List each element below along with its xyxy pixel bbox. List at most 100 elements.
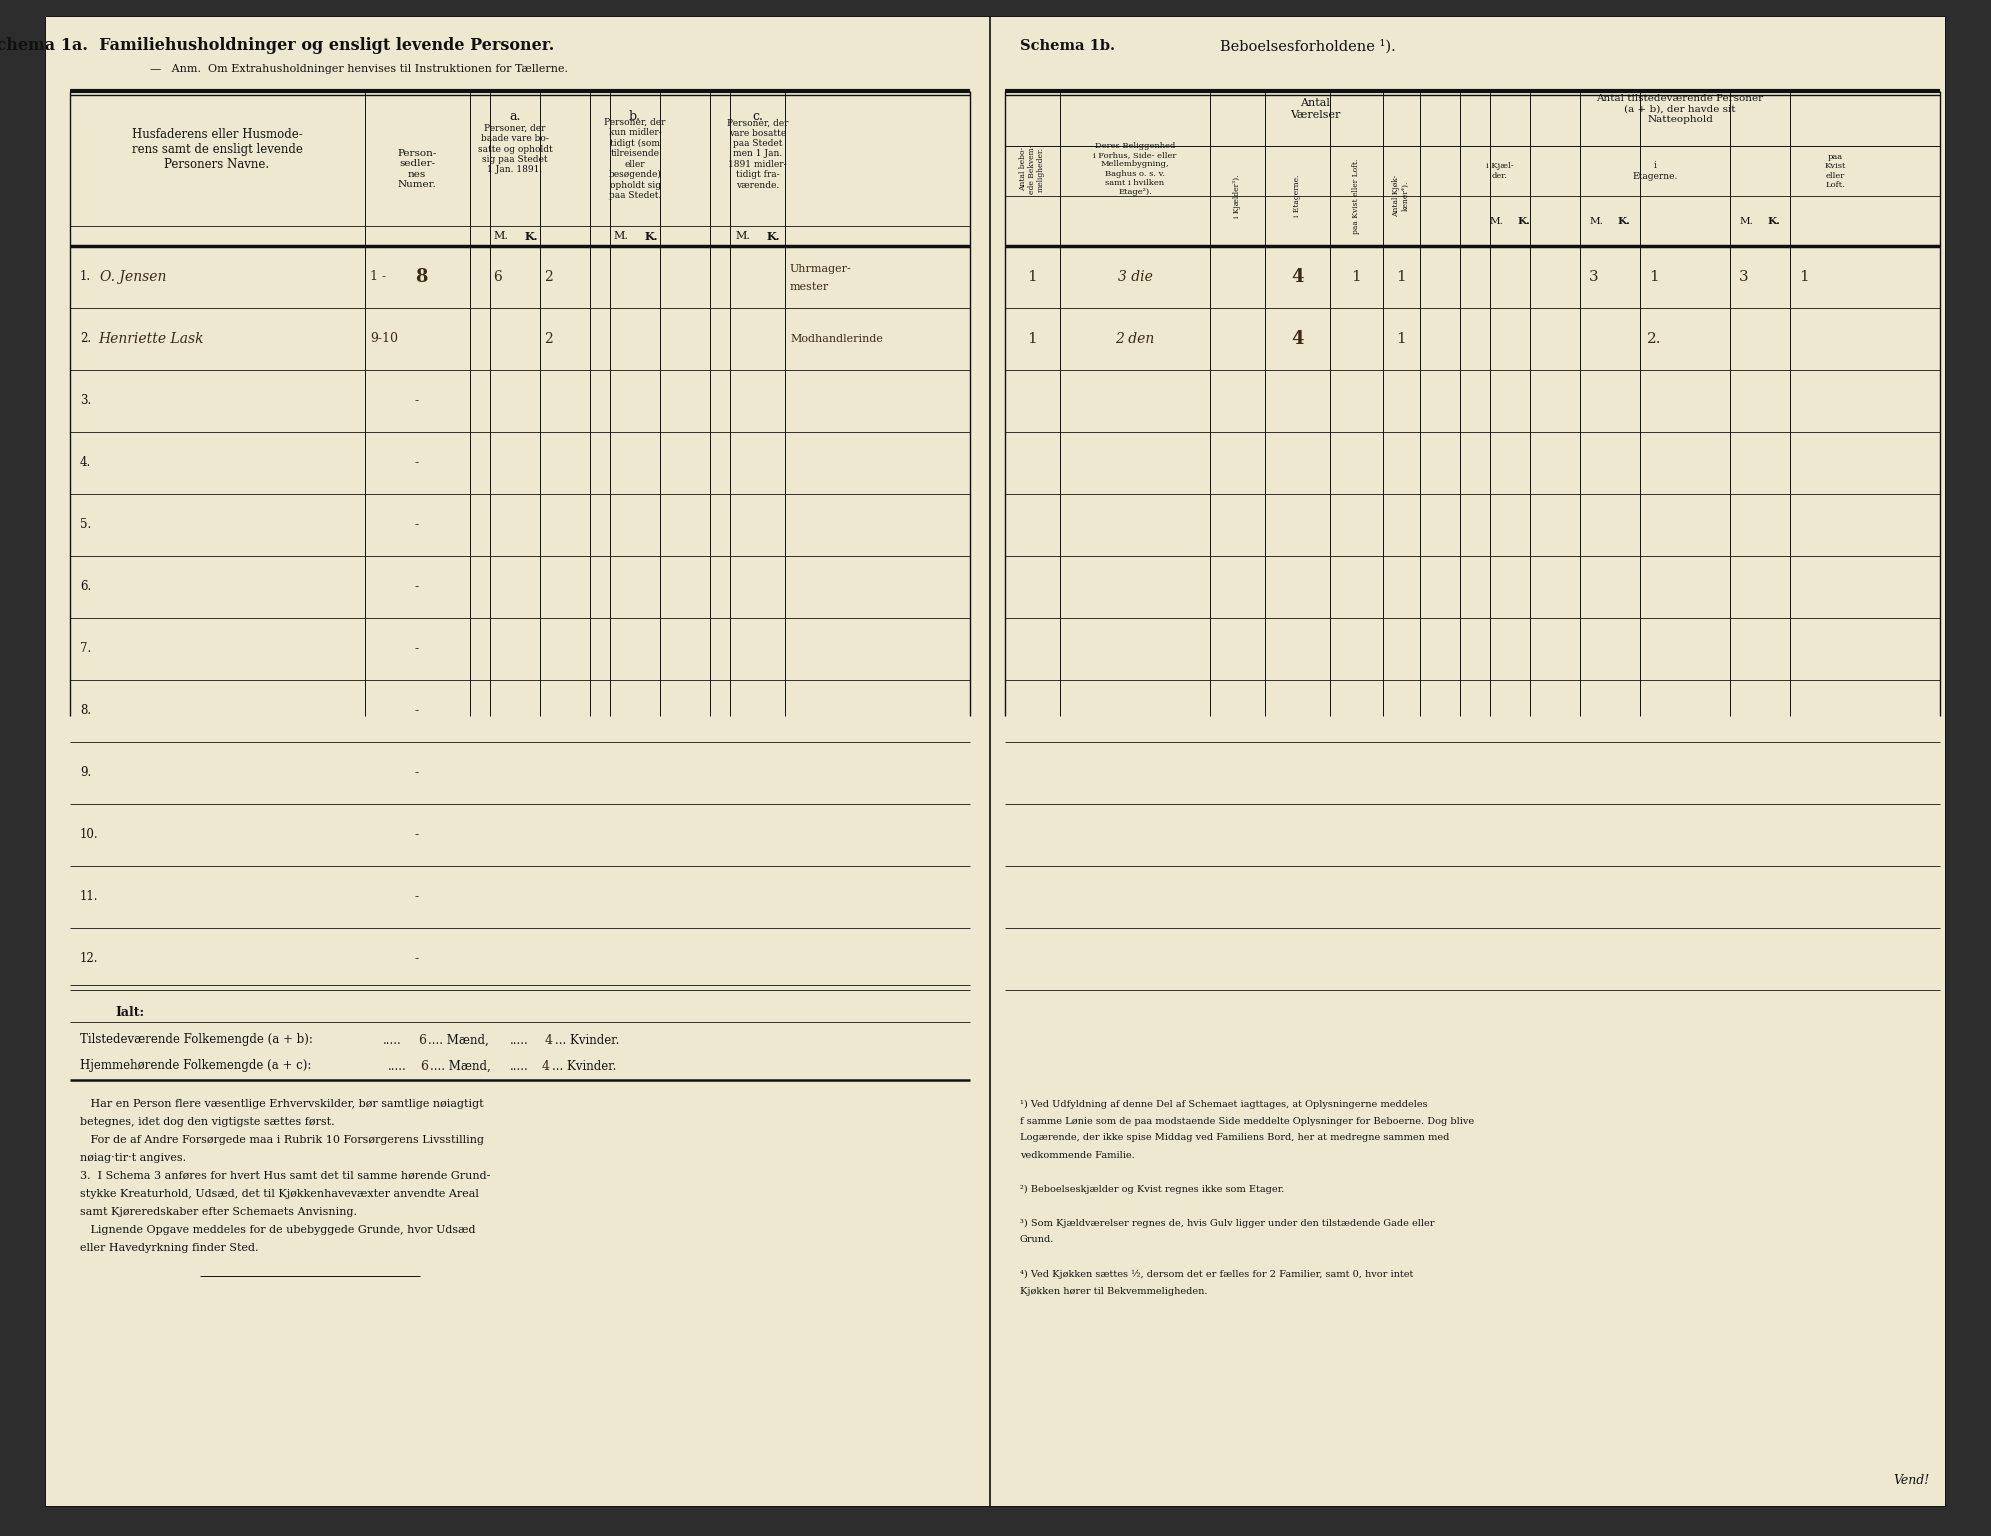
Text: Lignende Opgave meddeles for de ubebyggede Grunde, hvor Udsæd: Lignende Opgave meddeles for de ubebygge…	[80, 1226, 476, 1235]
Text: .....: .....	[510, 1060, 530, 1072]
Text: eller Havedyrkning finder Sted.: eller Havedyrkning finder Sted.	[80, 1243, 259, 1253]
Text: 2.: 2.	[1647, 332, 1660, 346]
Text: 4: 4	[542, 1060, 550, 1072]
Text: K.: K.	[767, 230, 780, 241]
Text: Schema 1a.  Familiehusholdninger og ensligt levende Personer.: Schema 1a. Familiehusholdninger og ensli…	[0, 37, 555, 54]
Text: Logærende, der ikke spise Middag ved Familiens Bord, her at medregne sammen med: Logærende, der ikke spise Middag ved Fam…	[1019, 1134, 1449, 1143]
Text: 9.: 9.	[80, 766, 92, 779]
Text: 1: 1	[1027, 332, 1037, 346]
Text: Ialt:: Ialt:	[115, 1006, 143, 1018]
Text: M.: M.	[494, 230, 508, 241]
Text: M.: M.	[735, 230, 751, 241]
Text: 9-10: 9-10	[370, 332, 398, 346]
Text: ³) Som Kjældværelser regnes de, hvis Gulv ligger under den tilstædende Gade elle: ³) Som Kjældværelser regnes de, hvis Gul…	[1019, 1218, 1434, 1227]
Text: Henriette Lask: Henriette Lask	[98, 332, 203, 346]
Text: -: -	[414, 456, 418, 470]
Text: Uhrmager-: Uhrmager-	[790, 264, 852, 273]
Text: M.: M.	[613, 230, 629, 241]
Text: -: -	[414, 395, 418, 407]
Text: c.: c.	[753, 109, 763, 123]
Text: Beboelsesforholdene ¹).: Beboelsesforholdene ¹).	[1220, 38, 1396, 54]
Text: -: -	[414, 705, 418, 717]
Text: K.: K.	[1517, 217, 1531, 226]
Text: i Etagerne.: i Etagerne.	[1292, 175, 1300, 217]
Text: Husfaderens eller Husmode-
rens samt de ensligt levende
Personers Navne.: Husfaderens eller Husmode- rens samt de …	[131, 127, 303, 170]
Text: K.: K.	[1617, 217, 1631, 226]
Text: ⁴) Ved Kjøkken sættes ½, dersom det er fælles for 2 Familier, samt 0, hvor intet: ⁴) Ved Kjøkken sættes ½, dersom det er f…	[1019, 1269, 1414, 1278]
Text: 4.: 4.	[80, 456, 92, 470]
Text: 3 die: 3 die	[1117, 270, 1153, 284]
Text: .....: .....	[510, 1034, 530, 1046]
Text: Har en Person flere væsentlige Erhvervskilder, bør samtlige nøiagtigt: Har en Person flere væsentlige Erhvervsk…	[80, 1098, 484, 1109]
Text: 4: 4	[546, 1034, 553, 1046]
Text: 3.  I Schema 3 anføres for hvert Hus samt det til samme hørende Grund-: 3. I Schema 3 anføres for hvert Hus samt…	[80, 1170, 490, 1181]
Text: .....: .....	[388, 1060, 406, 1072]
Text: betegnes, idet dog den vigtigste sættes først.: betegnes, idet dog den vigtigste sættes …	[80, 1117, 334, 1127]
Text: Personer, der
baade vare bo-
satte og opholdt
sig paa Stedet
1 Jan. 1891.: Personer, der baade vare bo- satte og op…	[478, 124, 552, 174]
Text: —   Anm.  Om Extrahusholdninger henvises til Instruktionen for Tællerne.: — Anm. Om Extrahusholdninger henvises ti…	[149, 65, 567, 74]
Text: 1: 1	[1396, 332, 1406, 346]
Text: -: -	[414, 642, 418, 656]
Text: samt Kjøreredskaber efter Schemaets Anvisning.: samt Kjøreredskaber efter Schemaets Anvi…	[80, 1207, 356, 1217]
Text: -: -	[414, 581, 418, 593]
Text: a.: a.	[510, 109, 522, 123]
Text: K.: K.	[1768, 217, 1780, 226]
Text: 4: 4	[1290, 267, 1304, 286]
Text: Modhandlerinde: Modhandlerinde	[790, 333, 882, 344]
Text: Antal bebo-
ede Bekvem-
meligheder.: Antal bebo- ede Bekvem- meligheder.	[1019, 144, 1045, 194]
Text: 2: 2	[544, 270, 552, 284]
Text: ¹) Ved Udfyldning af denne Del af Schemaet iagttages, at Oplysningerne meddeles: ¹) Ved Udfyldning af denne Del af Schema…	[1019, 1100, 1428, 1109]
Text: 4: 4	[1290, 330, 1304, 349]
Text: 3.: 3.	[80, 395, 92, 407]
Text: 8.: 8.	[80, 705, 92, 717]
Text: 10.: 10.	[80, 828, 100, 842]
Text: -: -	[414, 766, 418, 779]
Text: 3: 3	[1589, 270, 1599, 284]
Text: 1: 1	[1649, 270, 1659, 284]
Text: 7.: 7.	[80, 642, 92, 656]
Text: Grund.: Grund.	[1019, 1235, 1055, 1244]
Text: nøiag·tir·t angives.: nøiag·tir·t angives.	[80, 1154, 185, 1163]
Text: ... Kvinder.: ... Kvinder.	[552, 1060, 617, 1072]
Text: 2.: 2.	[80, 332, 92, 346]
Text: -: -	[414, 519, 418, 531]
Text: Schema 1b.: Schema 1b.	[1019, 38, 1115, 54]
Text: 12.: 12.	[80, 952, 98, 966]
Text: 2: 2	[544, 332, 552, 346]
Text: K.: K.	[645, 230, 657, 241]
Text: 1: 1	[1396, 270, 1406, 284]
Text: 3: 3	[1740, 270, 1748, 284]
Text: paa Kvist eller Loft.: paa Kvist eller Loft.	[1352, 158, 1360, 233]
Text: .... Mænd,: .... Mænd,	[428, 1034, 488, 1046]
Text: Tilstedeværende Folkemengde (a + b):: Tilstedeværende Folkemengde (a + b):	[80, 1034, 313, 1046]
Text: For de af Andre Forsørgede maa i Rubrik 10 Forsørgerens Livsstilling: For de af Andre Forsørgede maa i Rubrik …	[80, 1135, 484, 1144]
Text: i Kjæl-
der.: i Kjæl- der.	[1485, 163, 1513, 180]
Text: Antal Kjøk-
kener⁴).: Antal Kjøk- kener⁴).	[1392, 175, 1410, 217]
Text: Antal
Værelser: Antal Værelser	[1290, 98, 1340, 120]
Text: stykke Kreaturhold, Udsæd, det til Kjøkkenhavevæxter anvendte Areal: stykke Kreaturhold, Udsæd, det til Kjøkk…	[80, 1189, 480, 1200]
Text: i Kjælder³).: i Kjælder³).	[1232, 174, 1240, 218]
Text: 1: 1	[1027, 270, 1037, 284]
Text: paa
Kvist
eller
Loft.: paa Kvist eller Loft.	[1824, 154, 1846, 189]
Text: 6.: 6.	[80, 581, 92, 593]
Text: M.: M.	[1489, 217, 1503, 226]
Text: Deres Beliggenhed
i Forhus, Side- eller
Mellembygning,
Baghus o. s. v.
samt i hv: Deres Beliggenhed i Forhus, Side- eller …	[1093, 141, 1177, 197]
Text: 8: 8	[414, 267, 428, 286]
Text: O. Jensen: O. Jensen	[100, 270, 167, 284]
Text: 5.: 5.	[80, 519, 92, 531]
Text: 1: 1	[1352, 270, 1362, 284]
Text: 2 den: 2 den	[1115, 332, 1155, 346]
Text: b.: b.	[629, 109, 641, 123]
Text: ²) Beboelseskjælder og Kvist regnes ikke som Etager.: ²) Beboelseskjælder og Kvist regnes ikke…	[1019, 1184, 1284, 1193]
Text: 11.: 11.	[80, 891, 98, 903]
Text: -: -	[414, 828, 418, 842]
Text: M.: M.	[1738, 217, 1752, 226]
Text: Hjemmehørende Folkemengde (a + c):: Hjemmehørende Folkemengde (a + c):	[80, 1060, 311, 1072]
Text: Vend!: Vend!	[1893, 1475, 1929, 1487]
Text: 6: 6	[418, 1034, 426, 1046]
Text: 6: 6	[420, 1060, 428, 1072]
Text: Antal tilstedeværende Personer
(a + b), der havde sit
Natteophold: Antal tilstedeværende Personer (a + b), …	[1597, 94, 1764, 124]
Text: .....: .....	[382, 1034, 402, 1046]
Text: Personer, der
kun midler-
tidigt (som
tilreisende
eller
besøgende)
opholdt sig
p: Personer, der kun midler- tidigt (som ti…	[603, 118, 665, 200]
Text: 1: 1	[1800, 270, 1810, 284]
